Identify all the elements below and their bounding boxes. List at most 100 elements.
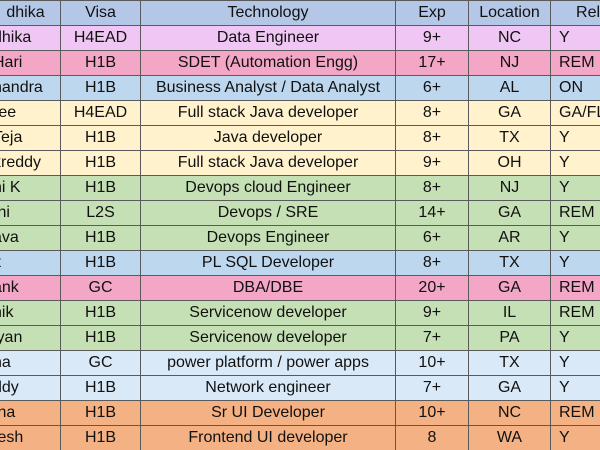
cell-location[interactable]: GA <box>468 200 551 226</box>
cell-visa[interactable]: H1B <box>60 300 141 326</box>
cell-relocation[interactable]: Y <box>550 325 600 351</box>
cell-exp[interactable]: 8+ <box>395 125 469 151</box>
cell-visa[interactable]: H1B <box>60 325 141 351</box>
cell-exp[interactable]: 8 <box>395 425 469 450</box>
cell-location[interactable]: AL <box>468 75 551 101</box>
cell-technology[interactable]: Data Engineer <box>140 25 396 51</box>
header-name[interactable]: dhika <box>0 0 61 26</box>
header-location[interactable]: Location <box>468 0 551 26</box>
cell-exp[interactable]: 9+ <box>395 150 469 176</box>
cell-technology[interactable]: Full stack Java developer <box>140 150 396 176</box>
cell-technology[interactable]: Devops / SRE <box>140 200 396 226</box>
cell-visa[interactable]: H1B <box>60 175 141 201</box>
header-exp[interactable]: Exp <box>395 0 469 26</box>
cell-name[interactable]: nik <box>0 300 61 326</box>
cell-relocation[interactable]: Y <box>550 125 600 151</box>
cell-visa[interactable]: L2S <box>60 200 141 226</box>
cell-relocation[interactable]: Y <box>550 425 600 450</box>
cell-exp[interactable]: 20+ <box>395 275 469 301</box>
cell-name[interactable]: ree <box>0 100 61 126</box>
cell-location[interactable]: GA <box>468 275 551 301</box>
cell-exp[interactable]: 17+ <box>395 50 469 76</box>
cell-location[interactable]: NJ <box>468 175 551 201</box>
cell-exp[interactable]: 6+ <box>395 75 469 101</box>
cell-exp[interactable]: 8+ <box>395 250 469 276</box>
cell-technology[interactable]: DBA/DBE <box>140 275 396 301</box>
cell-location[interactable]: WA <box>468 425 551 450</box>
cell-technology[interactable]: PL SQL Developer <box>140 250 396 276</box>
cell-name[interactable]: kreddy <box>0 150 61 176</box>
cell-name[interactable]: ni K <box>0 175 61 201</box>
cell-visa[interactable]: GC <box>60 350 141 376</box>
cell-visa[interactable]: H4EAD <box>60 100 141 126</box>
cell-technology[interactable]: Network engineer <box>140 375 396 401</box>
cell-location[interactable]: NJ <box>468 50 551 76</box>
cell-visa[interactable]: H1B <box>60 50 141 76</box>
cell-technology[interactable]: SDET (Automation Engg) <box>140 50 396 76</box>
cell-visa[interactable]: H1B <box>60 225 141 251</box>
cell-location[interactable]: GA <box>468 375 551 401</box>
cell-visa[interactable]: H4EAD <box>60 25 141 51</box>
cell-exp[interactable]: 7+ <box>395 325 469 351</box>
cell-relocation[interactable]: Y <box>550 225 600 251</box>
cell-technology[interactable]: Sr UI Developer <box>140 400 396 426</box>
cell-technology[interactable]: Java developer <box>140 125 396 151</box>
cell-location[interactable]: GA <box>468 100 551 126</box>
cell-technology[interactable]: Business Analyst / Data Analyst <box>140 75 396 101</box>
cell-technology[interactable]: Frontend UI developer <box>140 425 396 450</box>
cell-exp[interactable]: 10+ <box>395 400 469 426</box>
cell-exp[interactable]: 10+ <box>395 350 469 376</box>
cell-exp[interactable]: 8+ <box>395 175 469 201</box>
cell-technology[interactable]: Servicenow developer <box>140 325 396 351</box>
cell-location[interactable]: NC <box>468 400 551 426</box>
cell-name[interactable]: ava <box>0 225 61 251</box>
header-relocation[interactable]: Relo <box>550 0 600 26</box>
cell-exp[interactable]: 6+ <box>395 225 469 251</box>
cell-name[interactable]: handra <box>0 75 61 101</box>
cell-visa[interactable]: H1B <box>60 125 141 151</box>
cell-location[interactable]: TX <box>468 125 551 151</box>
cell-exp[interactable]: 8+ <box>395 100 469 126</box>
cell-location[interactable]: IL <box>468 300 551 326</box>
cell-relocation[interactable]: Y <box>550 350 600 376</box>
cell-name[interactable]: na <box>0 350 61 376</box>
cell-location[interactable]: PA <box>468 325 551 351</box>
cell-location[interactable]: NC <box>468 25 551 51</box>
cell-technology[interactable]: Devops cloud Engineer <box>140 175 396 201</box>
cell-visa[interactable]: H1B <box>60 250 141 276</box>
cell-relocation[interactable]: ON <box>550 75 600 101</box>
cell-visa[interactable]: H1B <box>60 425 141 450</box>
cell-visa[interactable]: H1B <box>60 400 141 426</box>
cell-visa[interactable]: H1B <box>60 150 141 176</box>
cell-exp[interactable]: 7+ <box>395 375 469 401</box>
cell-relocation[interactable]: REM <box>550 50 600 76</box>
cell-name[interactable]: Hari <box>0 50 61 76</box>
cell-exp[interactable]: 9+ <box>395 25 469 51</box>
header-technology[interactable]: Technology <box>140 0 396 26</box>
cell-relocation[interactable]: Y <box>550 175 600 201</box>
cell-location[interactable]: OH <box>468 150 551 176</box>
cell-exp[interactable]: 14+ <box>395 200 469 226</box>
cell-relocation[interactable]: REM <box>550 275 600 301</box>
cell-relocation[interactable]: REM <box>550 400 600 426</box>
cell-name[interactable]: dhika <box>0 25 61 51</box>
cell-relocation[interactable]: REM <box>550 300 600 326</box>
cell-name[interactable]: ank <box>0 275 61 301</box>
cell-location[interactable]: AR <box>468 225 551 251</box>
cell-visa[interactable]: H1B <box>60 75 141 101</box>
cell-technology[interactable]: Devops Engineer <box>140 225 396 251</box>
cell-name[interactable]: tha <box>0 400 61 426</box>
cell-technology[interactable]: Servicenow developer <box>140 300 396 326</box>
cell-relocation[interactable]: Y <box>550 375 600 401</box>
cell-exp[interactable]: 9+ <box>395 300 469 326</box>
cell-name[interactable]: ddy <box>0 375 61 401</box>
cell-relocation[interactable]: Y <box>550 150 600 176</box>
cell-name[interactable]: Teja <box>0 125 61 151</box>
cell-name[interactable]: tesh <box>0 425 61 450</box>
cell-relocation[interactable]: Y <box>550 250 600 276</box>
cell-name[interactable]: lyan <box>0 325 61 351</box>
cell-location[interactable]: TX <box>468 250 551 276</box>
cell-name[interactable]: it <box>0 250 61 276</box>
header-visa[interactable]: Visa <box>60 0 141 26</box>
cell-relocation[interactable]: REM <box>550 200 600 226</box>
